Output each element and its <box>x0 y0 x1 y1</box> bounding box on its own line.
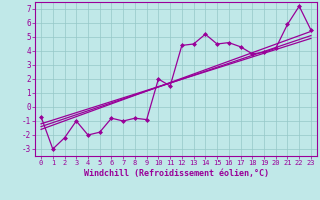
X-axis label: Windchill (Refroidissement éolien,°C): Windchill (Refroidissement éolien,°C) <box>84 169 268 178</box>
